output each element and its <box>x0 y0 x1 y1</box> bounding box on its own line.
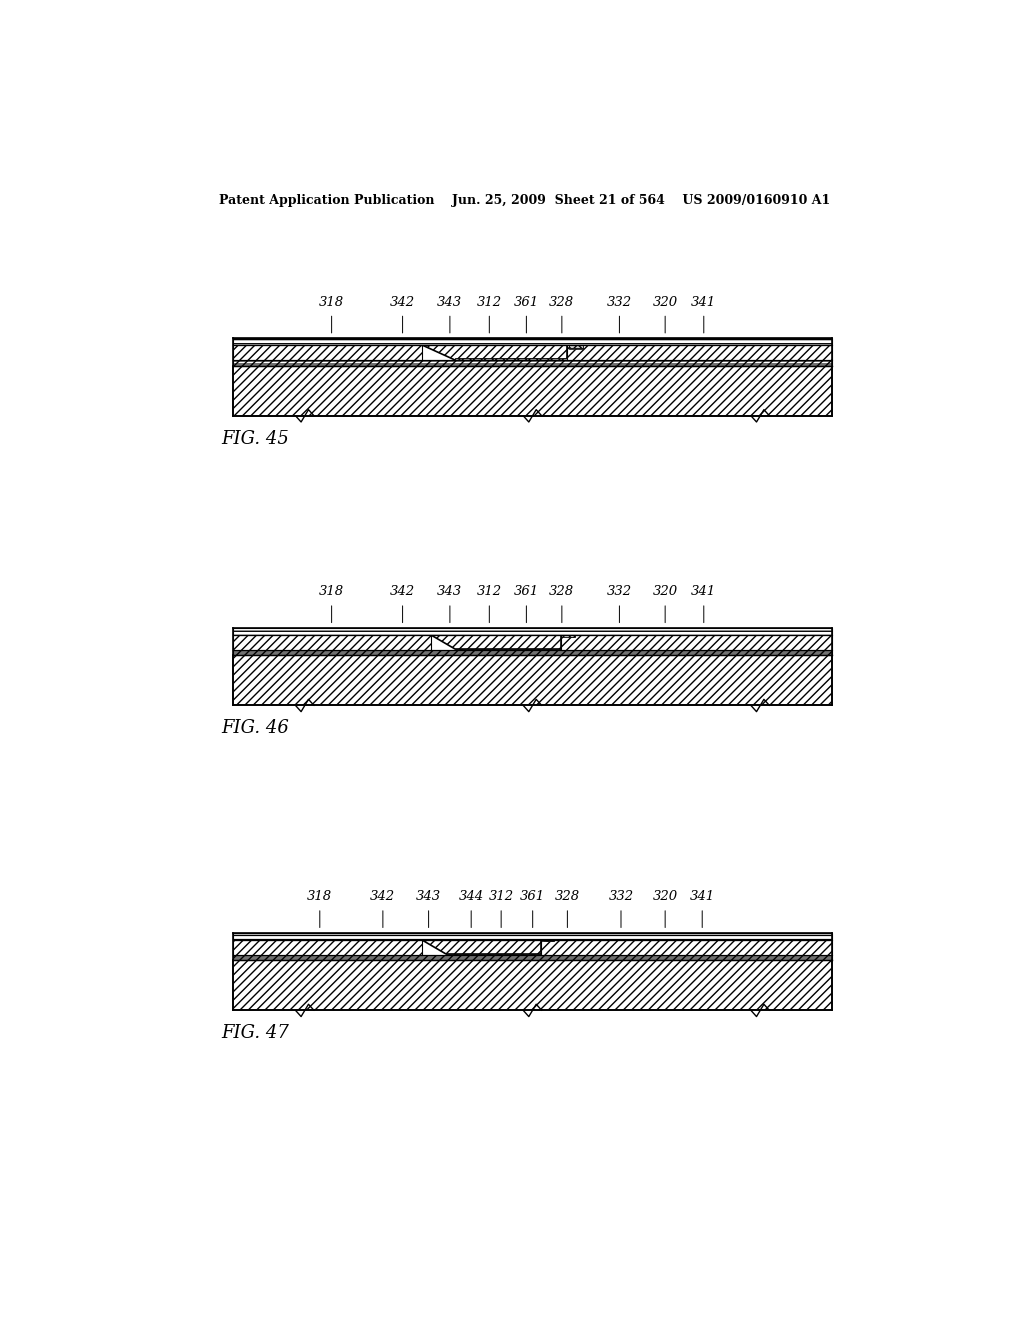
Text: 328: 328 <box>555 891 580 903</box>
Bar <box>567 345 833 360</box>
Text: 320: 320 <box>652 891 678 903</box>
Text: 332: 332 <box>607 586 632 598</box>
Text: 328: 328 <box>549 296 574 309</box>
Bar <box>542 940 833 954</box>
Text: Patent Application Publication    Jun. 25, 2009  Sheet 21 of 564    US 2009/0160: Patent Application Publication Jun. 25, … <box>219 194 830 207</box>
Text: 341: 341 <box>691 586 717 598</box>
Text: 332: 332 <box>608 891 634 903</box>
Bar <box>563 635 575 638</box>
Text: 343: 343 <box>416 891 441 903</box>
Text: 332: 332 <box>607 296 632 309</box>
Polygon shape <box>422 940 542 954</box>
Bar <box>232 345 422 360</box>
Text: FIG. 47: FIG. 47 <box>221 1024 289 1043</box>
Text: 318: 318 <box>319 296 344 309</box>
Bar <box>232 366 833 416</box>
Bar <box>561 635 833 649</box>
Text: 343: 343 <box>437 586 463 598</box>
Text: 318: 318 <box>307 891 333 903</box>
Text: 312: 312 <box>488 891 514 903</box>
Bar <box>232 635 431 649</box>
Text: 343: 343 <box>437 296 463 309</box>
Text: 312: 312 <box>477 296 502 309</box>
Text: 320: 320 <box>652 296 678 309</box>
Bar <box>232 961 833 1010</box>
Text: FIG. 45: FIG. 45 <box>221 430 289 447</box>
Bar <box>232 940 422 954</box>
Text: FIG. 46: FIG. 46 <box>221 719 289 738</box>
Bar <box>232 954 833 961</box>
Polygon shape <box>422 345 567 359</box>
Bar <box>232 933 833 940</box>
Text: 342: 342 <box>390 296 415 309</box>
Bar <box>543 940 554 941</box>
Text: 320: 320 <box>652 586 678 598</box>
Text: 328: 328 <box>549 586 574 598</box>
Bar <box>445 953 542 954</box>
Bar <box>422 342 567 345</box>
Bar <box>568 345 583 347</box>
Text: 361: 361 <box>520 891 545 903</box>
Bar <box>455 648 561 649</box>
Bar <box>455 359 567 360</box>
Text: 342: 342 <box>390 586 415 598</box>
Text: 318: 318 <box>319 586 344 598</box>
Text: 341: 341 <box>689 891 715 903</box>
Bar <box>232 360 833 366</box>
Bar <box>422 937 542 940</box>
Text: 361: 361 <box>514 586 539 598</box>
Bar <box>232 628 833 635</box>
Text: 312: 312 <box>477 586 502 598</box>
Text: 361: 361 <box>514 296 539 309</box>
Bar <box>431 632 561 635</box>
Bar <box>232 656 833 705</box>
Text: 341: 341 <box>691 296 717 309</box>
Polygon shape <box>431 635 561 649</box>
Bar <box>232 338 833 345</box>
Text: 342: 342 <box>371 891 395 903</box>
Text: 344: 344 <box>459 891 483 903</box>
Bar <box>232 649 833 656</box>
